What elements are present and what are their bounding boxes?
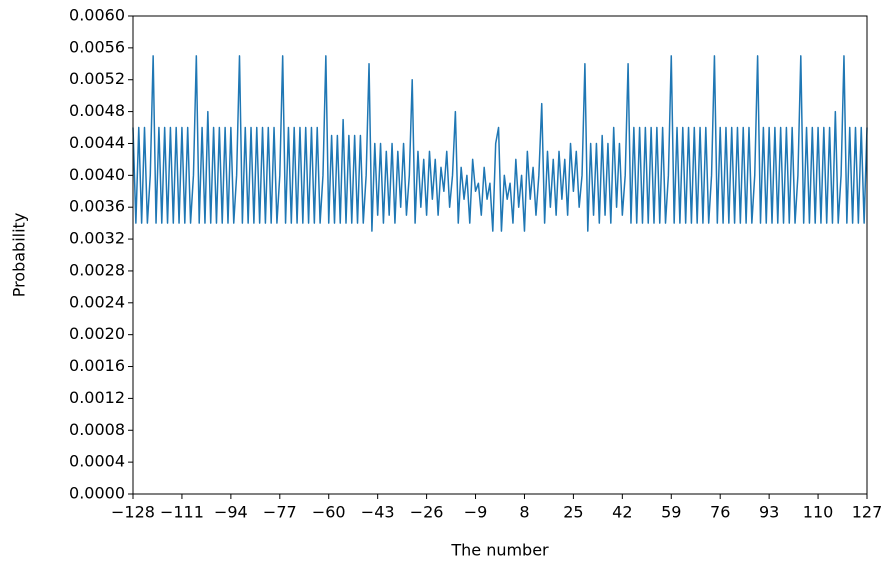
y-axis-label: Probability <box>10 213 29 298</box>
y-tick-label: 0.0040 <box>69 165 125 184</box>
x-tick-label: 8 <box>519 503 529 522</box>
y-tick-label: 0.0032 <box>69 229 125 248</box>
y-tick-label: 0.0012 <box>69 388 125 407</box>
x-tick-label: −111 <box>160 503 204 522</box>
x-tick-label: −9 <box>464 503 488 522</box>
y-tick-label: 0.0036 <box>69 197 125 216</box>
x-tick-label: −26 <box>410 503 444 522</box>
y-tick-label: 0.0044 <box>69 133 125 152</box>
y-tick-label: 0.0048 <box>69 101 125 120</box>
data-line <box>132 55 868 232</box>
y-tick-label: 0.0020 <box>69 324 125 343</box>
y-tick-label: 0.0008 <box>69 420 125 439</box>
y-tick-label: 0.0056 <box>69 37 125 56</box>
y-tick-label: 0.0052 <box>69 69 125 88</box>
x-tick-label: −43 <box>361 503 395 522</box>
x-tick-label: 76 <box>710 503 730 522</box>
x-tick-label: 93 <box>759 503 779 522</box>
x-axis-label: The number <box>450 541 549 560</box>
plot-frame <box>132 15 868 495</box>
y-tick-label: 0.0024 <box>69 292 125 311</box>
x-tick-label: −94 <box>214 503 248 522</box>
y-tick-label: 0.0000 <box>69 484 125 503</box>
x-tick-label: −60 <box>312 503 346 522</box>
x-tick-label: 25 <box>563 503 583 522</box>
x-tick-label: 110 <box>803 503 834 522</box>
y-tick-label: 0.0016 <box>69 356 125 375</box>
x-tick-label: 59 <box>661 503 681 522</box>
x-tick-label: 127 <box>852 503 883 522</box>
x-tick-label: 42 <box>612 503 632 522</box>
x-tick-label: −128 <box>111 503 155 522</box>
y-tick-label: 0.0028 <box>69 260 125 279</box>
y-tick-label: 0.0060 <box>69 6 125 25</box>
y-tick-label: 0.0004 <box>69 452 125 471</box>
x-tick-label: −77 <box>263 503 297 522</box>
